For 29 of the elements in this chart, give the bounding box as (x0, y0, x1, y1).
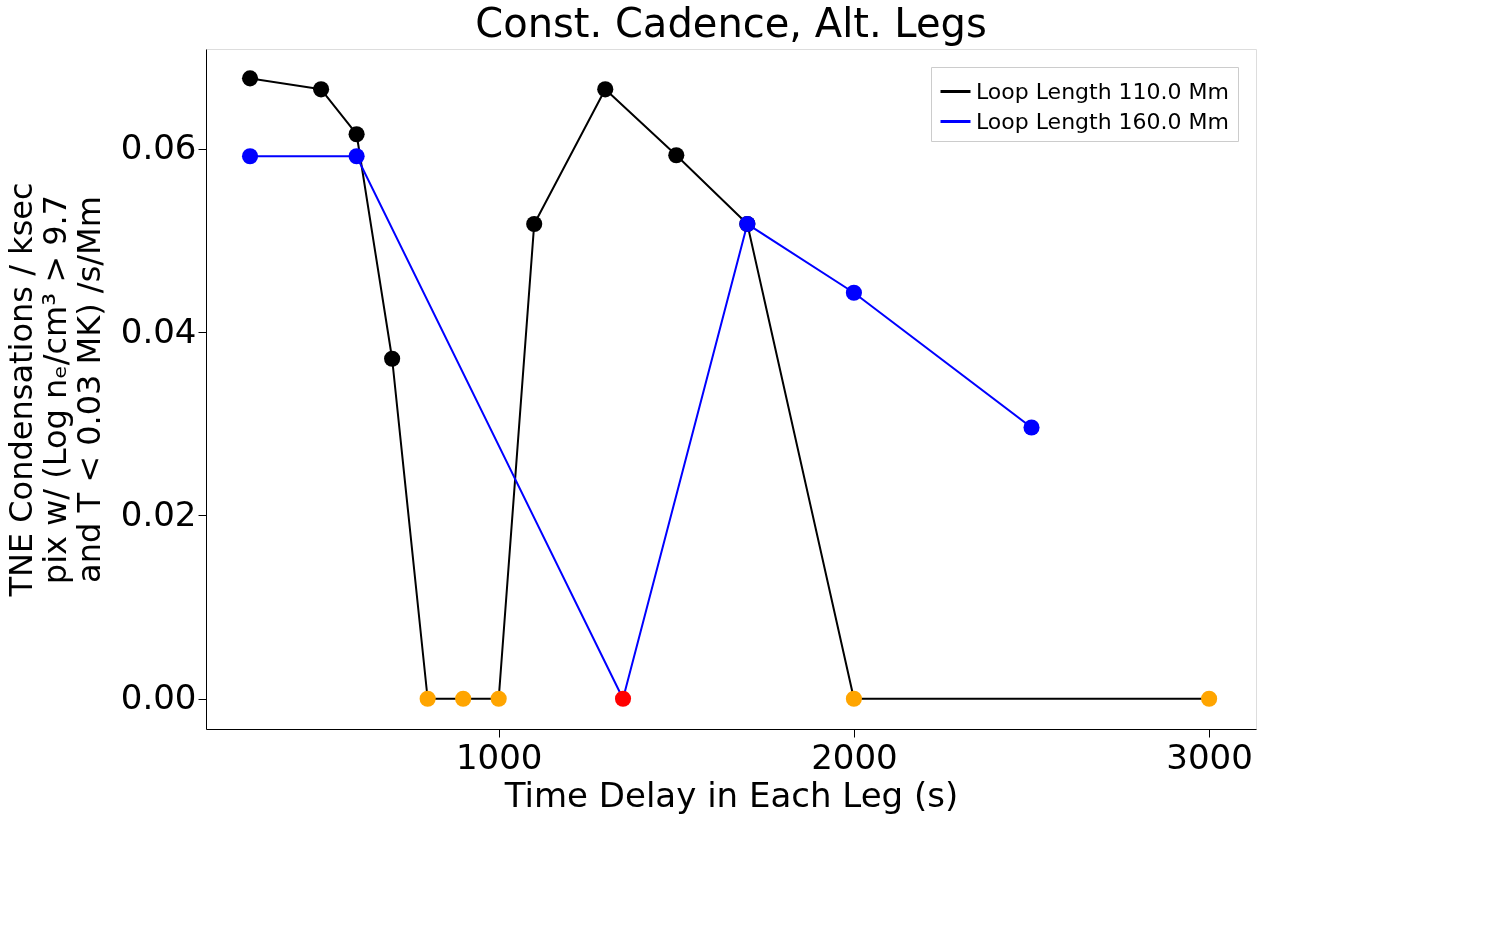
point (348, 126, 365, 143)
x-tick-label: 1000 (455, 736, 543, 777)
point (1201, 690, 1218, 707)
x-tick-label: 2000 (811, 736, 898, 777)
y-tick-label: 0.04 (120, 310, 197, 351)
point (490, 690, 507, 707)
point (313, 81, 330, 98)
point (1023, 419, 1040, 436)
point (668, 147, 685, 164)
x-axis-title: Time Delay in Each Leg (s) (503, 774, 959, 815)
legend-label: Loop Length 110.0 Mm (976, 78, 1230, 104)
point (348, 148, 365, 165)
x-tick-label: 3000 (1166, 736, 1253, 777)
point (845, 690, 862, 707)
y-axis-title: TNE Condensations / ksec pix w/ (Log nₑ/cm³ > 9.7 and T < 0.03 MK) /s/Mm (1, 182, 108, 598)
point (384, 350, 401, 367)
point (614, 690, 632, 707)
point (845, 284, 862, 301)
y-tick-label: 0.02 (120, 493, 197, 534)
y-tick-label: 0.00 (120, 677, 197, 718)
legend-label: Loop Length 160.0 Mm (976, 108, 1230, 134)
y-tick-label: 0.06 (120, 127, 197, 168)
point (526, 215, 543, 233)
point (419, 690, 436, 707)
point (455, 690, 472, 707)
point (241, 148, 259, 165)
point (241, 70, 259, 87)
point (597, 81, 614, 98)
chart-title: Const. Cadence, Alt. Legs (475, 0, 987, 46)
